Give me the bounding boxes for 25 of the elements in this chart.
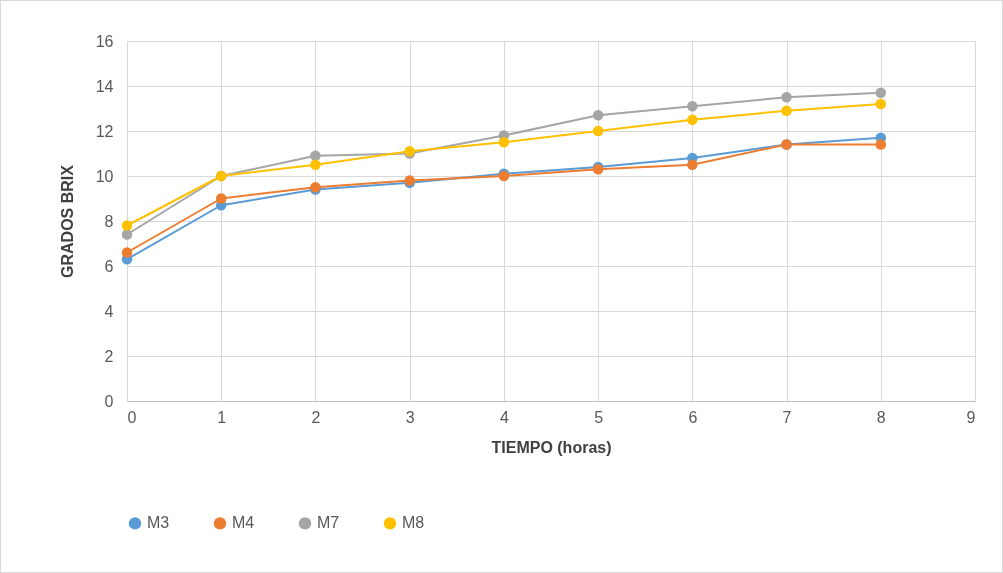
y-tick-label: 2	[104, 347, 114, 365]
x-tick-label: 7	[782, 408, 792, 426]
x-tick-label: 1	[217, 408, 227, 426]
y-tick-label: 16	[95, 32, 114, 50]
x-tick-label: 5	[594, 408, 604, 426]
legend-label: M7	[317, 514, 340, 532]
y-tick-label: 12	[95, 122, 114, 140]
x-axis-title: TIEMPO (horas)	[491, 438, 612, 456]
y-tick-label: 10	[95, 167, 114, 185]
y-tick-label: 6	[104, 257, 114, 275]
y-tick-label: 8	[104, 212, 114, 230]
x-tick-label: 9	[966, 408, 976, 426]
y-tick-label: 4	[104, 302, 114, 320]
legend-label: M8	[402, 514, 425, 532]
x-tick-label: 6	[688, 408, 698, 426]
x-tick-label: 3	[405, 408, 415, 426]
y-tick-label: 14	[95, 77, 114, 95]
legend-label: M3	[147, 514, 170, 532]
x-tick-label: 4	[499, 408, 509, 426]
x-tick-label: 2	[311, 408, 321, 426]
y-tick-label: 0	[104, 392, 114, 410]
x-tick-label: 0	[127, 408, 137, 426]
x-tick-label: 8	[876, 408, 886, 426]
legend-label: M4	[232, 514, 255, 532]
y-axis-title: GRADOS BRIX	[58, 164, 76, 278]
